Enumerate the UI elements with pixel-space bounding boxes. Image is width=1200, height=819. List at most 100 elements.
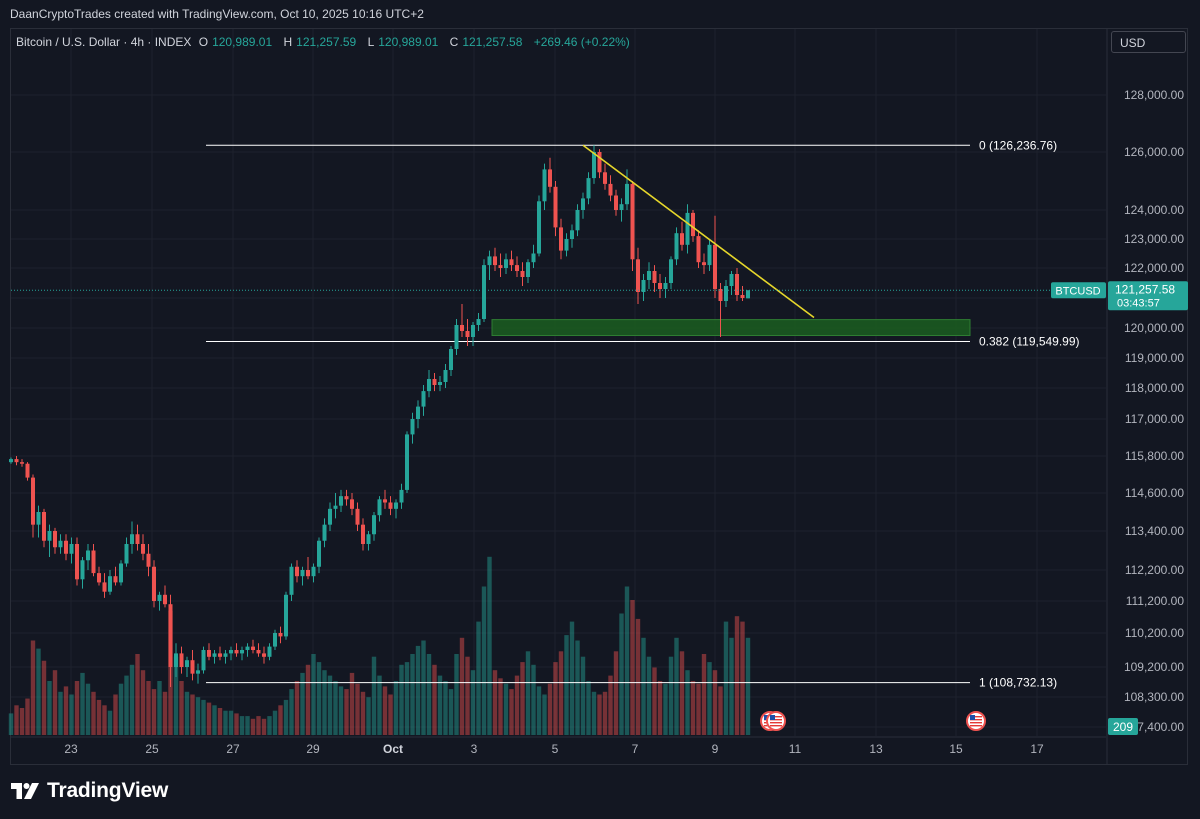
- volume-bar: [135, 654, 140, 735]
- volume-bar: [564, 635, 569, 735]
- candle-body: [526, 262, 530, 277]
- volume-bar: [426, 654, 432, 735]
- volume-bar: [289, 689, 294, 735]
- candle-body: [339, 496, 343, 506]
- volume-bar: [685, 670, 690, 735]
- candle-body: [234, 650, 239, 654]
- flag-stripe: [770, 725, 782, 727]
- fib-level-label: 0 (126,236.76): [979, 138, 1057, 152]
- flag-stripe: [770, 722, 782, 724]
- high-label: H: [283, 35, 293, 49]
- volume-bar: [520, 662, 525, 735]
- candle-body: [454, 325, 459, 349]
- candle-body: [124, 544, 129, 564]
- flag-stripe: [770, 719, 782, 721]
- descending-trendline[interactable]: [582, 144, 815, 319]
- candle-body: [245, 646, 250, 650]
- candle-body: [14, 459, 19, 463]
- candle-body: [273, 633, 277, 647]
- volume-bar: [470, 670, 476, 735]
- symbol-title: Bitcoin / U.S. Dollar · 4h · INDEX: [16, 35, 192, 49]
- tradingview-logo[interactable]: TradingView: [11, 779, 168, 803]
- candle-body: [64, 540, 68, 554]
- volume-bar: [459, 637, 465, 735]
- candle-body: [196, 670, 200, 674]
- candle-body: [471, 325, 475, 337]
- volume-bar: [30, 640, 36, 735]
- candle-body: [185, 660, 189, 667]
- candlesticks: [9, 145, 750, 687]
- fibonacci-levels[interactable]: 0 (126,236.76) 0.382 (119,549.99) 1 (108,7…: [206, 138, 1080, 690]
- us-flag-icon[interactable]: [966, 711, 986, 731]
- volume-badge-value: 209: [1113, 720, 1133, 734]
- volume-bar: [679, 651, 685, 735]
- support-zone[interactable]: [491, 319, 971, 337]
- time-tick-label: 17: [1030, 742, 1044, 756]
- candle-body: [515, 265, 519, 271]
- symbol-tag[interactable]: [1051, 282, 1106, 299]
- price-tick-label: 109,200.00: [1124, 660, 1184, 674]
- event-flags[interactable]: [760, 711, 986, 731]
- flag-stripe: [970, 722, 982, 724]
- chart-frame: [10, 28, 1188, 765]
- candle-body: [322, 524, 327, 541]
- volume-bar: [113, 694, 118, 735]
- flag-circle: [766, 711, 786, 731]
- volume-bar: [745, 637, 751, 735]
- volume-bar: [36, 648, 41, 735]
- candle-body: [157, 594, 162, 601]
- volume-bar: [729, 637, 734, 735]
- flag-circle: [966, 711, 986, 731]
- volume-bar: [173, 656, 179, 735]
- volume-bar: [740, 621, 745, 735]
- flag-canton: [764, 715, 769, 720]
- candle-body: [218, 653, 222, 657]
- low-value: 120,989.01: [378, 35, 439, 49]
- volume-bar: [52, 670, 58, 735]
- volume-bar: [256, 716, 261, 735]
- trendline[interactable]: [582, 144, 815, 319]
- volume-bar: [696, 683, 701, 735]
- volume-bar: [575, 640, 580, 735]
- volume-bar: [663, 683, 668, 735]
- volume-bar: [448, 689, 454, 735]
- time-axis[interactable]: 23 25 27 29 Oct 3 5 7 9 11 13 15 17: [11, 736, 1106, 756]
- volume-bar: [531, 664, 536, 735]
- volume-bar: [652, 667, 657, 735]
- volume-bar: [91, 691, 96, 735]
- candle-body: [548, 169, 552, 187]
- volume-bar: [272, 710, 278, 735]
- flag-stripe: [970, 725, 982, 727]
- volume-bar: [421, 640, 426, 735]
- volume-bar: [217, 708, 223, 735]
- flag-canton: [970, 715, 975, 720]
- time-tick-label: 23: [64, 742, 78, 756]
- candle-body: [108, 576, 112, 592]
- time-tick-label: 7: [632, 742, 639, 756]
- candle-body: [482, 265, 486, 319]
- price-tick-label: 118,000.00: [1125, 381, 1184, 395]
- price-scale[interactable]: 128,000.00 126,000.00 124,000.00 123,000.00…: [1051, 29, 1188, 764]
- candle-body: [163, 594, 167, 605]
- candle-body: [735, 274, 739, 295]
- candle-body: [575, 210, 580, 231]
- volume-bar: [619, 613, 624, 735]
- us-flag-icon[interactable]: [766, 711, 786, 731]
- volume-bars: [8, 556, 751, 735]
- candle-body: [663, 283, 668, 289]
- candle-body: [614, 195, 618, 210]
- volume-badge[interactable]: [1108, 718, 1138, 735]
- volume-bar: [509, 689, 514, 735]
- tradingview-wordmark: TradingView: [47, 779, 169, 802]
- candle-body: [691, 212, 695, 237]
- volume-bar: [129, 664, 135, 735]
- support-zone-rect[interactable]: [491, 319, 971, 337]
- current-price-badge[interactable]: [1108, 281, 1188, 311]
- currency-button[interactable]: USD: [1111, 31, 1186, 53]
- candle-body: [504, 259, 508, 268]
- candle-body: [223, 653, 228, 657]
- flag-canton: [770, 715, 775, 720]
- volume-bar: [206, 702, 212, 735]
- candle-body: [207, 650, 211, 657]
